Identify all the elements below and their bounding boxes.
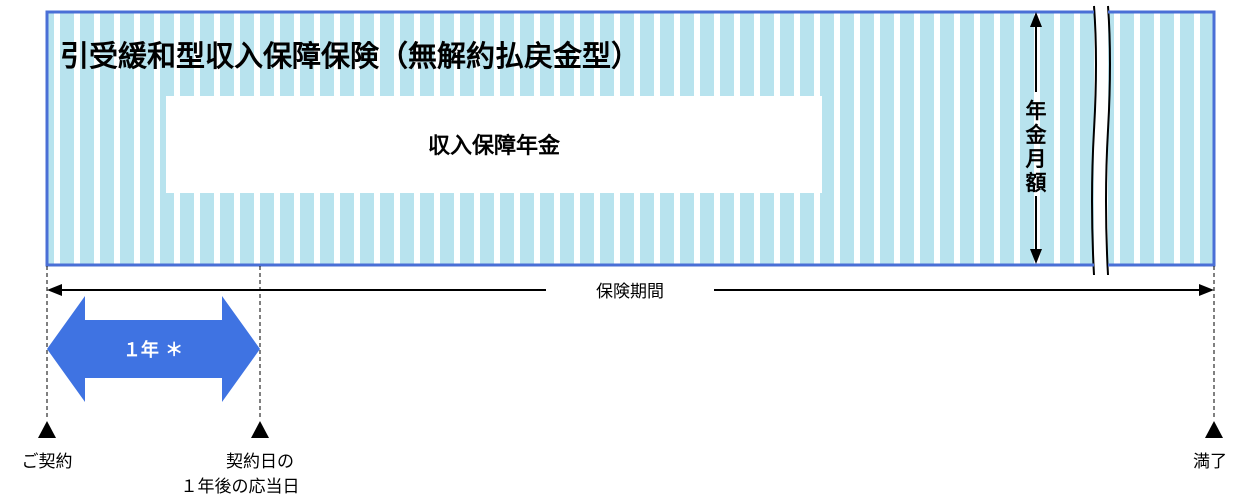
annuity-amount-char: 年: [1026, 99, 1047, 123]
first-year-label: １年 ＊: [123, 339, 183, 361]
end-marker-icon: [1205, 421, 1223, 438]
start-label: ご契約: [22, 452, 73, 472]
anniversary-label-line2: １年後の応当日: [181, 477, 300, 497]
axis-break-gap: [1094, 8, 1108, 273]
frame-border-left: [45, 10, 1094, 267]
arrow-left-icon: [47, 284, 62, 296]
arrow-right-icon: [1199, 284, 1214, 296]
annuity-amount-label: 年金月額: [1025, 99, 1048, 195]
start-marker-icon: [38, 421, 56, 438]
period-arrow: 保険期間: [47, 282, 1214, 302]
coverage-box: 引受緩和型収入保障保険（無解約払戻金型） 収入保障年金 年金月額: [45, 5, 1216, 276]
axis-break-line-left: [1091, 5, 1097, 276]
first-year-arrow: １年 ＊: [47, 296, 260, 402]
anniversary-marker-icon: [251, 421, 269, 438]
annuity-amount-char: 金: [1025, 123, 1048, 147]
anniversary-label-line1: 契約日の: [226, 452, 294, 472]
arrow-up-icon: [1030, 12, 1042, 27]
benefit-box: [166, 96, 822, 193]
annuity-amount-marker: 年金月額: [1025, 12, 1048, 264]
annuity-amount-char: 月: [1025, 147, 1047, 171]
end-label: 満了: [1193, 452, 1227, 472]
benefit-label: 収入保障年金: [428, 133, 561, 159]
axis-break-line-right: [1105, 5, 1111, 276]
frame-border-right: [1108, 10, 1216, 267]
double-arrow-icon: [47, 296, 260, 402]
arrow-down-icon: [1030, 249, 1042, 264]
annuity-amount-char: 額: [1025, 171, 1047, 195]
period-label: 保険期間: [596, 282, 664, 302]
product-title: 引受緩和型収入保障保険（無解約払戻金型）: [60, 39, 640, 73]
